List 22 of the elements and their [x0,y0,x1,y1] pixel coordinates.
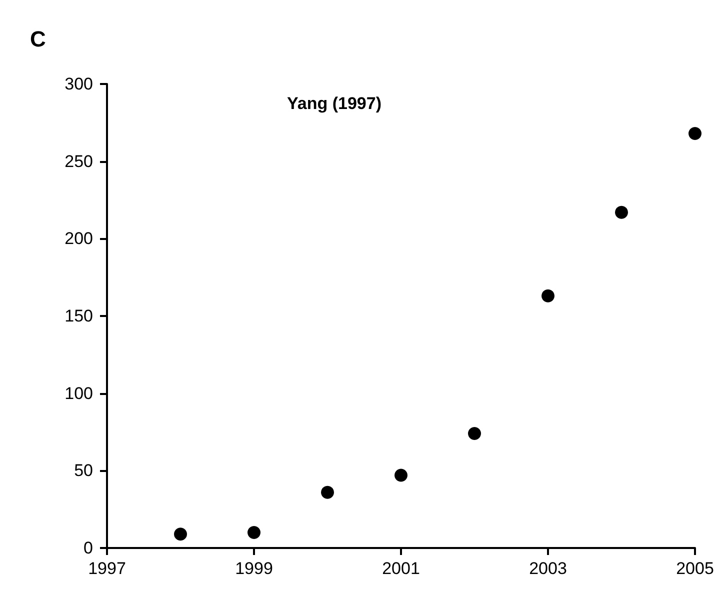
y-tick-label: 150 [64,306,93,326]
x-tick-label: 2005 [676,559,714,578]
y-tick-label: 250 [64,152,93,171]
text: C [30,26,46,52]
point [174,528,187,541]
point [468,427,481,440]
x-tick-label: 1999 [235,559,273,578]
y-tick-label: 0 [84,538,93,558]
y-tick-label: 300 [64,74,93,94]
point [394,468,408,482]
point [688,126,702,140]
x-tick-label: 2003 [529,559,567,578]
y-tick-label: 100 [64,384,93,403]
y-tick-label: 50 [74,461,93,480]
point [321,486,334,499]
point [542,289,554,302]
point [248,526,260,540]
y-tick-label: 200 [64,229,93,248]
x-tick-label: 2001 [382,559,420,578]
point [615,206,628,219]
x-tick-label: 1997 [88,559,126,578]
text: Yang (1997) [287,94,382,113]
